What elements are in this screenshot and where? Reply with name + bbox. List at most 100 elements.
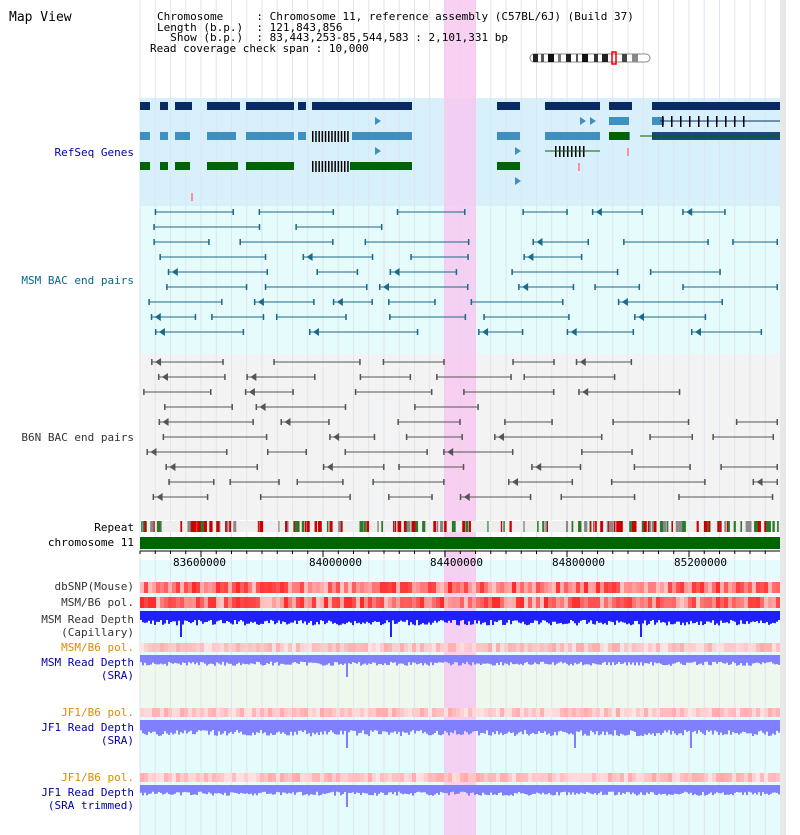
repeat-element xyxy=(468,521,471,532)
depth-bar xyxy=(242,611,244,622)
heat-cell xyxy=(552,597,556,608)
heat-cell xyxy=(272,708,276,717)
depth-bar xyxy=(440,611,442,621)
depth-bar xyxy=(360,785,362,796)
depth-bar xyxy=(202,785,204,794)
depth-bar xyxy=(340,655,342,664)
depth-bar xyxy=(518,785,520,793)
bac-end xyxy=(259,494,262,500)
depth-bar xyxy=(724,611,726,623)
bac-end xyxy=(532,239,534,245)
depth-bar xyxy=(160,611,162,621)
depth-bar xyxy=(238,655,240,663)
depth-bar xyxy=(314,720,316,735)
msm-bac-pairs-glyphs[interactable] xyxy=(148,208,778,336)
heat-cell xyxy=(296,773,300,782)
heat-cell xyxy=(480,773,484,782)
bac-end xyxy=(560,494,563,500)
depth-bar xyxy=(690,785,692,793)
depth-bar xyxy=(582,785,584,794)
b6n-bac-pairs-glyphs[interactable] xyxy=(143,358,778,501)
coverage-value: 10,000 xyxy=(328,41,369,55)
heat-cell xyxy=(284,773,288,782)
depth-bar xyxy=(174,611,176,622)
depth-bar xyxy=(720,720,722,733)
heat-cell xyxy=(520,582,524,593)
depth-bar xyxy=(760,785,762,796)
refseq-genes-glyphs[interactable] xyxy=(140,102,780,201)
heat-cell xyxy=(440,773,444,782)
depth-bar xyxy=(634,655,636,666)
depth-bar xyxy=(322,655,324,666)
heat-cell xyxy=(776,773,780,782)
bac-end xyxy=(252,419,254,425)
heat-cell xyxy=(276,597,280,608)
repeat-element xyxy=(772,521,775,532)
depth-bar xyxy=(600,611,602,623)
gene-feature xyxy=(497,162,520,170)
heat-cell xyxy=(528,643,532,652)
depth-bar xyxy=(526,785,528,795)
chromosome-ideogram[interactable] xyxy=(529,51,651,65)
depth-bar xyxy=(736,655,738,666)
track-label-refseq[interactable]: RefSeq Genes xyxy=(54,146,134,159)
depth-bar xyxy=(768,655,770,663)
depth-bar xyxy=(618,611,620,623)
depth-bar xyxy=(266,655,268,664)
heat-cell xyxy=(176,773,180,782)
heat-cell xyxy=(600,582,604,593)
track-label-b6n-bac[interactable]: B6N BAC end pairs xyxy=(21,431,134,444)
depth-bar xyxy=(540,785,542,795)
depth-bar xyxy=(330,655,332,666)
depth-bar xyxy=(576,785,578,794)
depth-bar xyxy=(266,611,268,621)
heat-cell xyxy=(244,708,248,717)
heat-cell xyxy=(404,597,408,608)
depth-bar xyxy=(482,611,484,623)
repeat-element xyxy=(197,521,201,532)
bac-end xyxy=(231,404,233,410)
depth-bar xyxy=(252,785,254,796)
selection-highlight[interactable] xyxy=(444,0,476,835)
repeat-element xyxy=(287,521,289,532)
track-label-msm-bac[interactable]: MSM BAC end pairs xyxy=(21,274,134,287)
heat-cell xyxy=(604,597,608,608)
heat-cell xyxy=(672,708,676,717)
depth-bar xyxy=(610,785,612,792)
depth-bar xyxy=(562,611,564,625)
depth-bar xyxy=(552,785,554,796)
bac-end xyxy=(776,464,778,470)
depth-bar xyxy=(156,655,158,665)
heat-cell xyxy=(564,582,568,593)
depth-bar xyxy=(732,611,734,621)
coverage-label: Read coverage check span xyxy=(150,41,309,55)
depth-bar xyxy=(344,611,346,625)
depth-bar xyxy=(734,785,736,793)
heat-cell xyxy=(400,643,404,652)
depth-bar xyxy=(438,785,440,795)
depth-bar xyxy=(600,720,602,735)
depth-bar xyxy=(686,785,688,793)
bac-end xyxy=(371,254,374,260)
repeat-element xyxy=(444,521,447,532)
depth-bar xyxy=(648,720,650,734)
heat-cell xyxy=(452,773,456,782)
depth-bar xyxy=(156,611,158,622)
bac-end-arrow xyxy=(522,283,529,291)
bac-end-arrow xyxy=(383,283,390,291)
bac-end xyxy=(224,374,226,380)
depth-bar xyxy=(540,655,542,662)
heat-cell xyxy=(560,597,564,608)
depth-bar xyxy=(638,720,640,736)
depth-bar xyxy=(520,655,522,664)
gene-feature xyxy=(609,132,629,140)
depth-bar xyxy=(154,720,156,732)
depth-spike xyxy=(346,785,348,807)
heat-cell xyxy=(388,773,392,782)
heat-cell xyxy=(176,582,180,593)
depth-bar xyxy=(594,720,596,735)
chromosome-bar xyxy=(140,537,780,549)
depth-bar xyxy=(204,785,206,794)
exon-mark xyxy=(312,131,314,142)
